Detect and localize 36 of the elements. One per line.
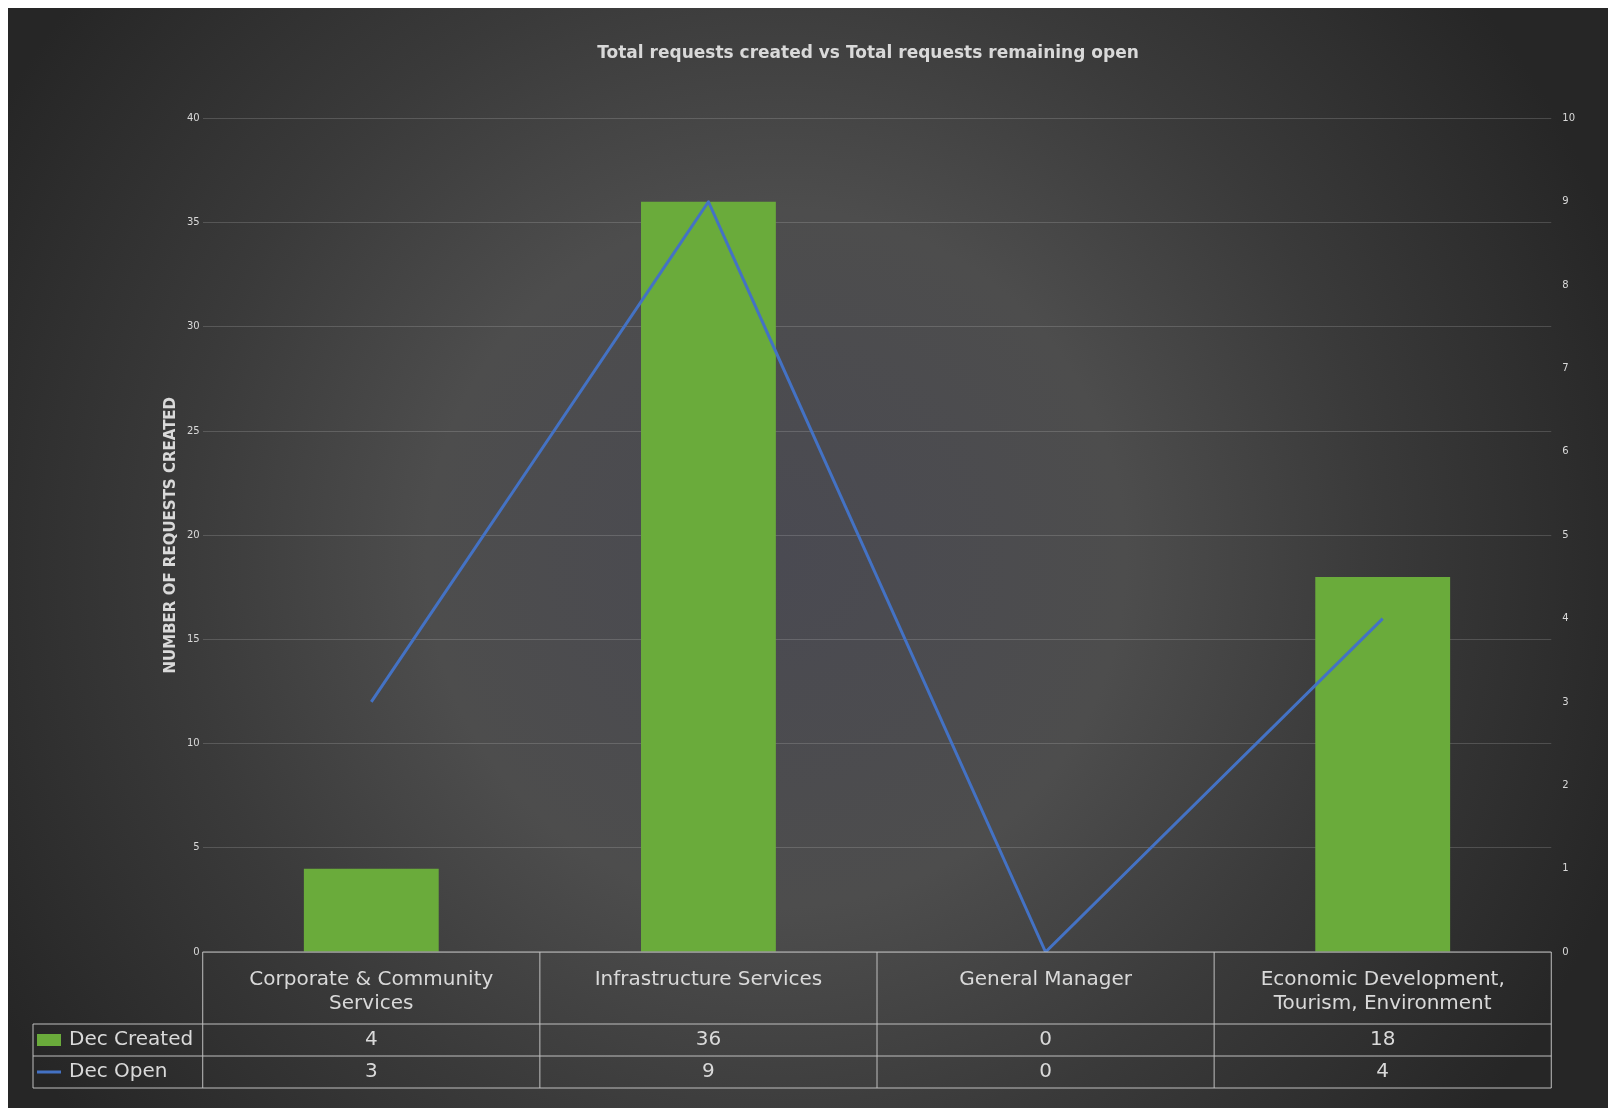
y2-tick-label: 5 — [1562, 528, 1569, 540]
y-tick-label: 5 — [193, 841, 200, 853]
y-tick-label: 35 — [186, 216, 200, 228]
y-tick-label: 30 — [186, 320, 200, 332]
x-tick-label: Corporate & Community Services — [249, 966, 494, 1015]
data-label: 0 — [1039, 1026, 1052, 1051]
y2-tick-label: 3 — [1562, 695, 1569, 707]
data-label: 0 — [1039, 1058, 1052, 1083]
y2-tick-label: 10 — [1562, 111, 1576, 123]
x-tick-label: General Manager — [959, 966, 1133, 991]
chart-title: Total requests created vs Total requests remaining open — [597, 41, 1139, 62]
y-axis-title: NUMBER OF REQUESTS CREATED — [160, 396, 179, 674]
data-label: 9 — [702, 1058, 715, 1083]
y2-tick-label: 2 — [1562, 778, 1569, 790]
data-label: 4 — [364, 1026, 378, 1051]
y2-tick-label: 1 — [1562, 862, 1569, 874]
y-tick-label: 10 — [186, 737, 200, 749]
y2-tick-label: 0 — [1562, 945, 1569, 957]
y2-tick-label: 7 — [1562, 362, 1569, 374]
x-tick-label: Infrastructure Services — [594, 966, 823, 991]
data-label: 18 — [1369, 1026, 1396, 1051]
y2-tick-label: 4 — [1562, 612, 1569, 624]
y2-tick-label: 9 — [1562, 195, 1569, 207]
y-tick-label: 20 — [186, 528, 200, 540]
data-label: 36 — [695, 1026, 722, 1051]
y-tick-label: 40 — [186, 111, 200, 123]
data-label: 4 — [1376, 1058, 1390, 1083]
y2-tick-label: 6 — [1562, 445, 1569, 457]
data-label: 3 — [364, 1058, 378, 1083]
x-tick-label: Economic Development, Tourism, Environment — [1260, 966, 1505, 1015]
y-tick-label: 0 — [193, 945, 200, 957]
legend-label: Dec Open — [69, 1058, 168, 1083]
legend-label: Dec Created — [69, 1026, 194, 1051]
y-tick-label: 25 — [186, 424, 200, 436]
y2-tick-label: 8 — [1562, 278, 1569, 290]
y-tick-label: 15 — [186, 632, 200, 644]
